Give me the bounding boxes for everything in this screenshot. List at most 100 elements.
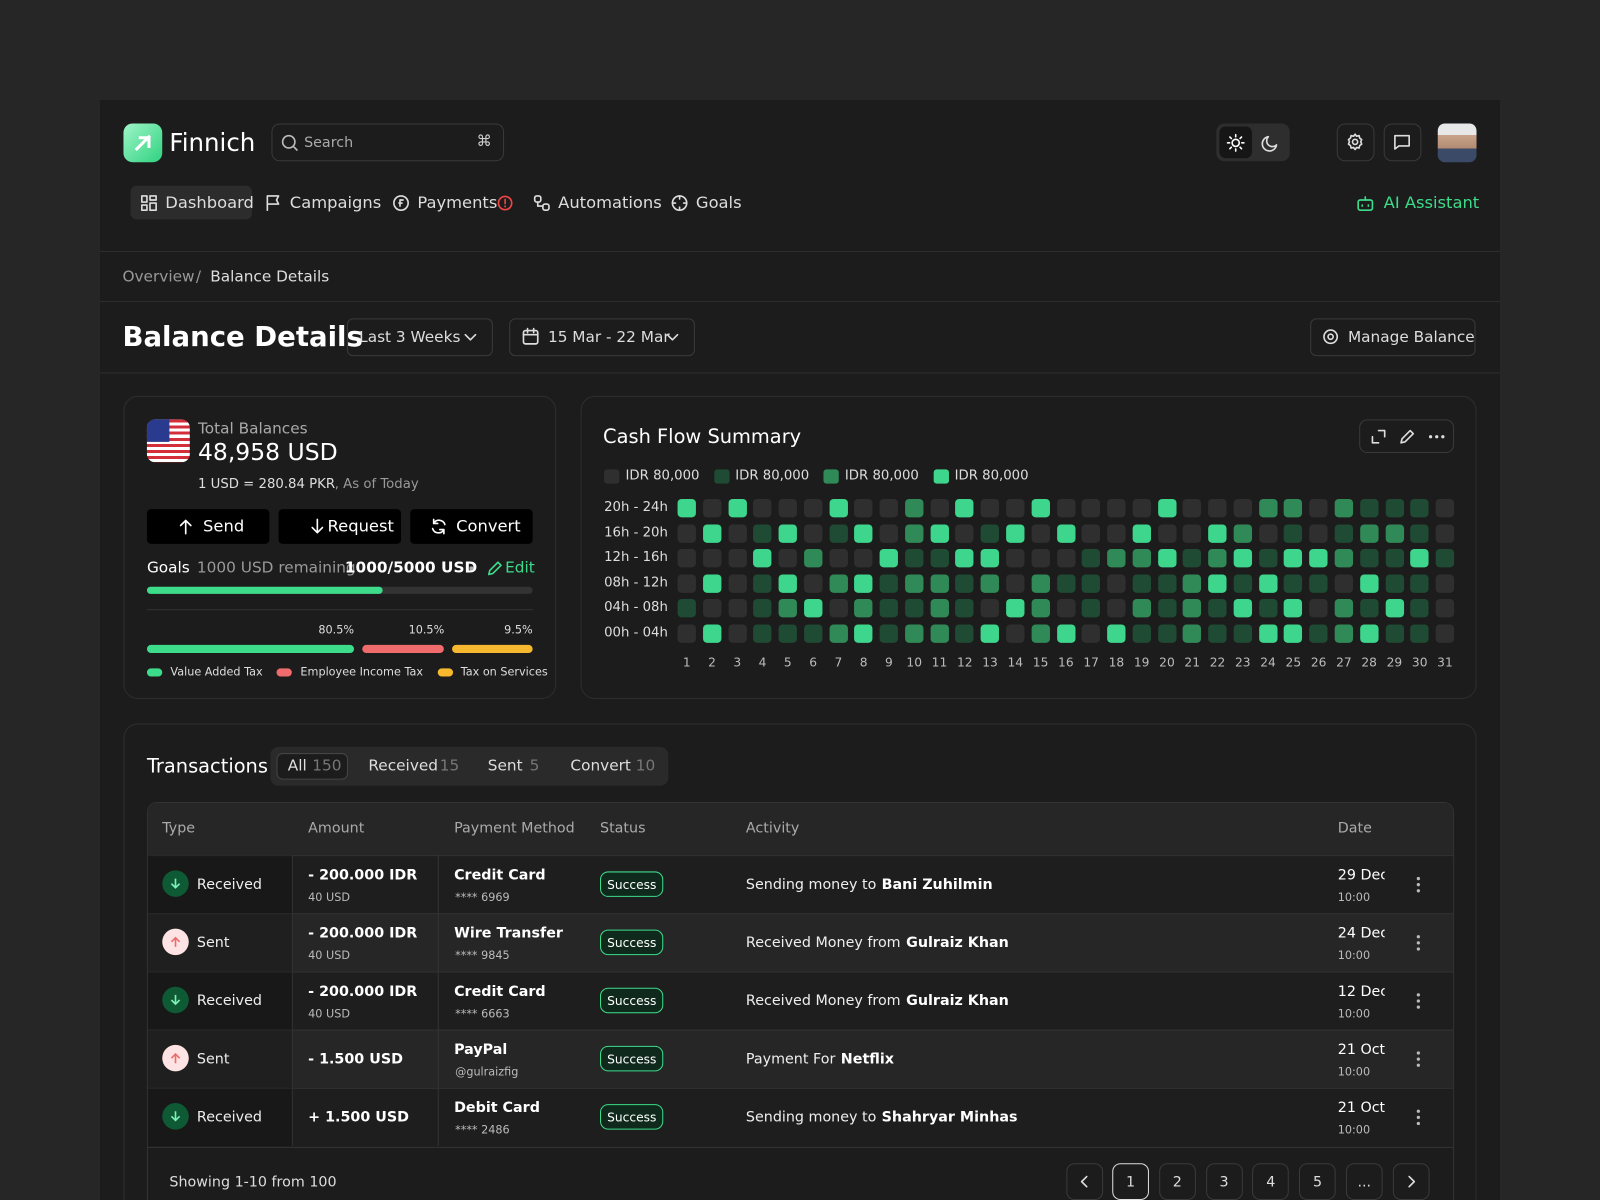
action-button[interactable]: [410, 509, 533, 544]
heatmap-cell: [1208, 524, 1227, 543]
row-label: 08h - 12h: [604, 575, 668, 591]
heatmap-cell: [1309, 599, 1328, 618]
heatmap-cell: [753, 524, 772, 543]
column-label: 6: [809, 655, 817, 670]
column-label: 11: [931, 655, 948, 670]
tab-label[interactable]: Sent: [487, 756, 523, 775]
page-button[interactable]: [1299, 1163, 1336, 1200]
legend-item: IDR 80,000: [604, 468, 699, 484]
type-icon: [162, 1044, 189, 1072]
page-label: 1: [1126, 1174, 1136, 1191]
date: 24 Dec: [1337, 926, 1385, 941]
next-page[interactable]: [1392, 1163, 1430, 1200]
transactions-card: [123, 723, 1477, 1200]
time: 10:00: [1337, 1065, 1371, 1079]
breadcrumb-item[interactable]: Overview: [122, 267, 195, 286]
column-label: 24: [1260, 655, 1276, 670]
prev-page[interactable]: [1066, 1163, 1104, 1200]
tab-active[interactable]: [276, 753, 348, 780]
column-label: 9: [885, 655, 893, 670]
settings-icon: [1321, 328, 1339, 346]
nav-item[interactable]: Campaigns: [289, 192, 382, 213]
date: 29 Dec: [1337, 868, 1385, 883]
heatmap-cell: [1157, 498, 1177, 518]
heatmap-cell: [1107, 599, 1126, 618]
page-button[interactable]: [1158, 1163, 1196, 1200]
settings-button[interactable]: [1336, 123, 1375, 162]
heatmap-legend: IDR 80,000 IDR 80,000 IDR 80,000 IDR 80,000: [604, 468, 1029, 484]
search-icon: [281, 134, 299, 152]
nav-item[interactable]: Goals: [695, 192, 742, 213]
heatmap-cell: [905, 524, 924, 543]
action-label[interactable]: Request: [327, 516, 394, 536]
nav-item[interactable]: Dashboard: [165, 192, 254, 213]
range-select[interactable]: [346, 318, 493, 357]
tax-segment: 80.5%: [146, 624, 355, 655]
heatmap-cell: [1334, 498, 1354, 518]
footer-text: Showing 1-10 from 100: [169, 1174, 337, 1191]
tab-label[interactable]: Convert: [570, 756, 631, 775]
action-label[interactable]: Convert: [456, 516, 521, 536]
date-select[interactable]: [509, 318, 695, 357]
page-button[interactable]: [1345, 1163, 1383, 1200]
goals-label: Goals: [146, 558, 190, 577]
heatmap-cell: [955, 549, 974, 568]
heatmap-cell: [1284, 574, 1303, 593]
heatmap-cell: [1107, 549, 1126, 568]
heatmap-cell: [728, 624, 747, 643]
heatmap-cell: [1410, 624, 1429, 643]
heatmap-cell: [778, 599, 798, 618]
heatmap-cell: [930, 498, 949, 518]
rate: 1 USD = 280.84 PKR: [197, 476, 336, 492]
legend-swatch: [146, 667, 163, 677]
heatmap-cell: [1233, 549, 1252, 568]
action-label[interactable]: Send: [203, 516, 245, 536]
status-badge: [599, 1104, 664, 1130]
table-row: [147, 1087, 1454, 1146]
edit-icon: [486, 559, 504, 577]
heatmap-cell: [1157, 574, 1177, 593]
heatmap-cell: [1208, 574, 1227, 593]
heatmap-cell: [955, 599, 974, 618]
heatmap-cell: [677, 549, 696, 568]
heatmap-cell: [702, 574, 722, 593]
page-button[interactable]: [1112, 1163, 1149, 1200]
heatmap-cell: [1183, 599, 1202, 618]
page-button[interactable]: [1205, 1163, 1243, 1200]
column-label: 10: [906, 655, 922, 670]
heatmap-cell: [1031, 599, 1050, 618]
heatmap-cell: [829, 574, 848, 593]
column-label: 27: [1336, 655, 1352, 670]
goals-edit[interactable]: Edit: [505, 558, 535, 577]
heatmap-cell: [677, 498, 696, 518]
heatmap-cell: [1031, 574, 1050, 593]
date: 21 Oct 2: [1337, 1101, 1385, 1116]
messages-button[interactable]: [1383, 123, 1422, 162]
manage-button[interactable]: [1310, 318, 1476, 357]
tab-count: 5: [529, 756, 540, 775]
action-button[interactable]: [146, 509, 270, 544]
heatmap-cell: [1132, 599, 1151, 618]
action-icon: [308, 517, 326, 535]
heatmap-cell: [1107, 524, 1126, 543]
heatmap-cell: [1107, 624, 1126, 643]
page-button[interactable]: [1252, 1163, 1290, 1200]
divider: [146, 609, 533, 611]
heatmap-cell: [1056, 524, 1076, 543]
heatmap-cell: [1031, 549, 1050, 568]
light-mode[interactable]: [1219, 126, 1253, 159]
avatar[interactable]: [1437, 123, 1477, 163]
heatmap-cell: [803, 599, 823, 618]
nav-item[interactable]: Automations: [558, 192, 662, 213]
action-button[interactable]: [278, 509, 402, 544]
page-title: Balance Details: [122, 321, 363, 354]
tab-label[interactable]: Received: [368, 756, 439, 775]
tab-label[interactable]: All: [287, 756, 307, 775]
nav-item[interactable]: Payments: [417, 192, 498, 213]
ai-assistant[interactable]: AI Assistant: [1383, 192, 1480, 213]
search-box[interactable]: [271, 123, 505, 162]
page-label: 3: [1219, 1174, 1229, 1191]
activity-name: Bani Zuhilmin: [881, 876, 993, 893]
heatmap-cell: [1385, 524, 1404, 543]
